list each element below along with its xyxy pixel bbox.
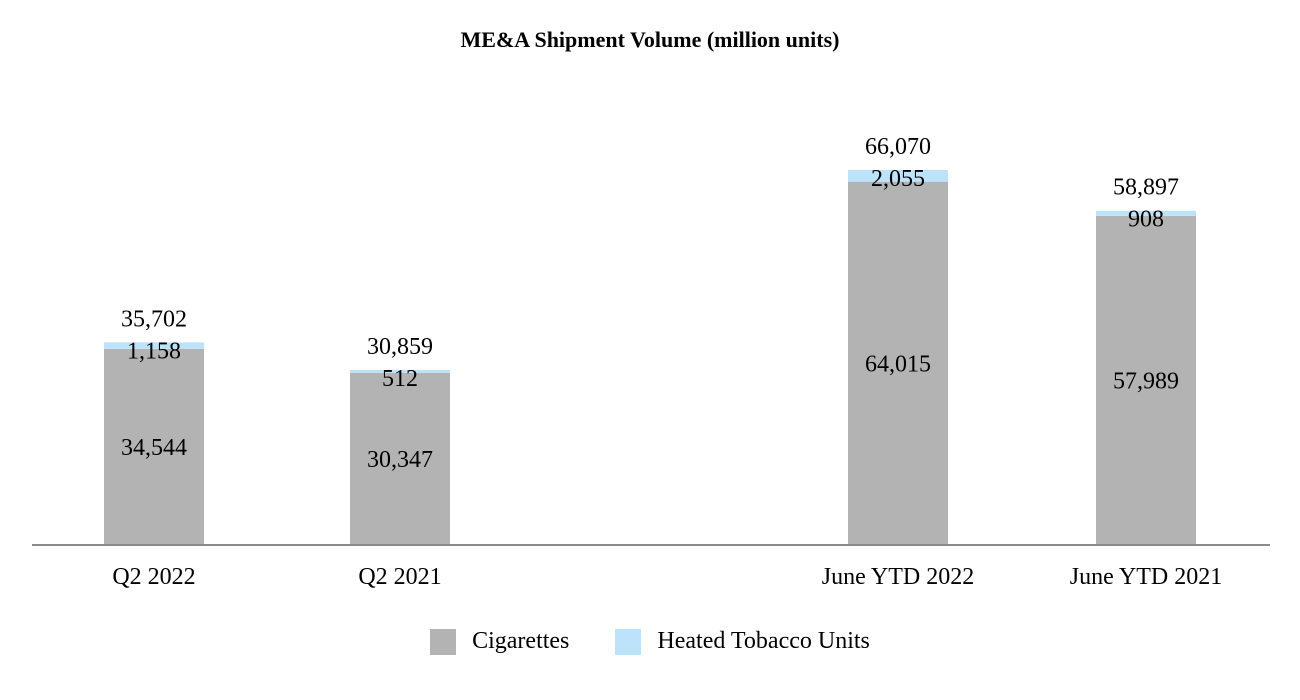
bar-cigarettes-q2-2021 <box>350 372 450 545</box>
bars-layer <box>104 170 1196 546</box>
legend-label-cigarettes: Cigarettes <box>472 628 570 654</box>
data-label-cigarettes-q2-2022: 34,544 <box>121 435 187 461</box>
data-label-heated-tobacco-units-june-ytd-2021: 908 <box>1128 207 1164 233</box>
data-label-heated-tobacco-units-q2-2022: 1,158 <box>127 338 181 364</box>
data-label-total-june-ytd-2021: 58,897 <box>1113 175 1179 201</box>
x-tick-label-june-ytd-2021: June YTD 2021 <box>1070 564 1222 590</box>
bar-heated-tobacco-units-q2-2022 <box>104 342 204 349</box>
x-tick-labels: Q2 2022 Q2 2021 June YTD 2022 June YTD 2021 <box>112 564 1222 590</box>
x-tick-label-june-ytd-2022: June YTD 2022 <box>822 564 974 590</box>
legend-item-cigarettes: Cigarettes <box>430 628 569 655</box>
bar-heated-tobacco-units-q2-2021 <box>350 369 450 373</box>
bar-heated-tobacco-units-june-ytd-2021 <box>1096 210 1196 216</box>
data-label-cigarettes-june-ytd-2022: 64,015 <box>865 351 931 377</box>
bar-cigarettes-q2-2022 <box>104 348 204 545</box>
legend: Cigarettes Heated Tobacco Units <box>0 628 1300 655</box>
data-label-total-june-ytd-2022: 66,070 <box>865 134 931 160</box>
chart-title: ME&A Shipment Volume (million units) <box>460 27 840 52</box>
data-label-cigarettes-q2-2021: 30,347 <box>367 447 433 473</box>
bar-heated-tobacco-units-june-ytd-2022 <box>848 170 948 182</box>
x-tick-label-q2-2021: Q2 2021 <box>358 564 441 590</box>
data-label-heated-tobacco-units-june-ytd-2022: 2,055 <box>871 166 925 192</box>
legend-label-heated-tobacco-units: Heated Tobacco Units <box>657 628 870 654</box>
data-label-total-q2-2021: 30,859 <box>367 334 433 360</box>
chart-canvas: 34,544 1,158 35,702 30,347 512 30,859 64,015 2,… <box>32 134 1270 590</box>
bar-cigarettes-june-ytd-2021 <box>1096 215 1196 545</box>
data-label-total-q2-2022: 35,702 <box>121 306 187 332</box>
labels-layer: 34,544 1,158 35,702 30,347 512 30,859 64,015 2,… <box>121 134 1179 473</box>
bar-cigarettes-june-ytd-2022 <box>848 181 948 546</box>
data-label-cigarettes-june-ytd-2021: 57,989 <box>1113 368 1179 394</box>
x-tick-label-q2-2022: Q2 2022 <box>112 564 195 590</box>
legend-swatch-cigarettes <box>430 628 457 655</box>
legend-swatch-heated-tobacco-units <box>615 628 642 655</box>
legend-item-heated-tobacco-units: Heated Tobacco Units <box>615 628 870 655</box>
data-label-heated-tobacco-units-q2-2021: 512 <box>382 366 418 392</box>
